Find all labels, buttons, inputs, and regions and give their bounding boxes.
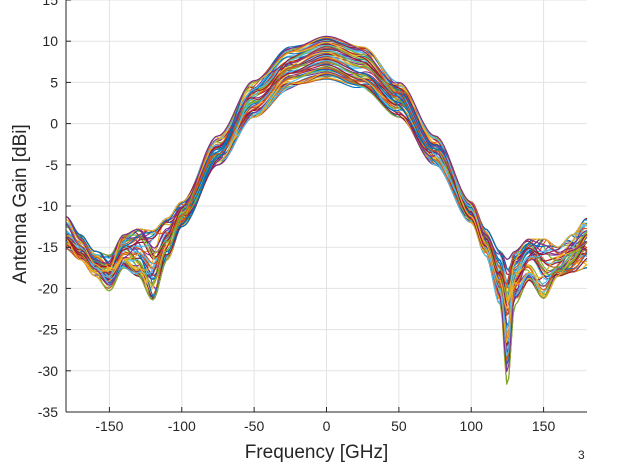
y-tick-label: -30 (38, 363, 58, 379)
x-tick-label: -150 (95, 418, 123, 434)
series-line (65, 69, 588, 356)
y-tick-label: 0 (50, 116, 58, 132)
series-lines (65, 35, 588, 385)
series-line (65, 35, 588, 264)
y-tick-label: -35 (38, 404, 58, 420)
y-tick-label: -20 (38, 280, 58, 296)
series-line (65, 43, 588, 286)
y-tick-label: 15 (42, 0, 58, 8)
y-tick-labels: -35 -30 -25 -20 -15 -10 -5 0 5 10 15 (38, 0, 58, 420)
y-tick-label: -10 (38, 198, 58, 214)
y-tick-label: -25 (38, 322, 58, 338)
x-tick-label: 100 (460, 418, 484, 434)
x-tick-labels: -150 -100 -50 0 50 100 150 (95, 418, 555, 434)
series-line (65, 57, 588, 329)
x-tick-label: 50 (391, 418, 407, 434)
y-tick-label: 5 (50, 74, 58, 90)
x-tick-label: -100 (168, 418, 196, 434)
y-axis-label: Antenna Gain [dBi] (10, 124, 31, 284)
y-tick-label: -5 (46, 157, 59, 173)
y-tick-label: -15 (38, 239, 58, 255)
y-tick-label: 10 (42, 33, 58, 49)
series-line (65, 48, 588, 295)
x-tick-label: 0 (323, 418, 331, 434)
axes-frame (65, 0, 587, 413)
x-axis-label: Frequency [GHz] (245, 442, 389, 463)
series-line (65, 37, 588, 270)
series-line (65, 36, 588, 310)
x-tick-label: -50 (244, 418, 264, 434)
figure-number: 3 (578, 448, 585, 462)
series-line (65, 48, 588, 289)
x-tick-label: 150 (532, 418, 556, 434)
